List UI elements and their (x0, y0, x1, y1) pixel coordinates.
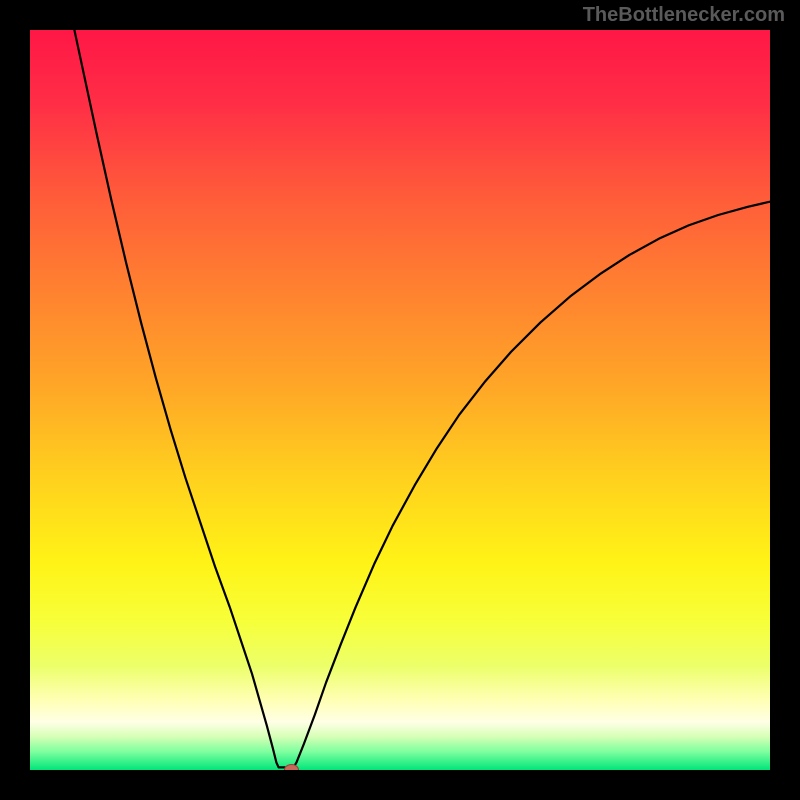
watermark-text: TheBottlenecker.com (583, 4, 785, 27)
gradient-background (30, 30, 770, 770)
plot-area (30, 30, 770, 770)
chart-stage: TheBottlenecker.com (0, 0, 800, 800)
bottleneck-curve (30, 30, 770, 770)
optimum-marker (284, 764, 299, 770)
